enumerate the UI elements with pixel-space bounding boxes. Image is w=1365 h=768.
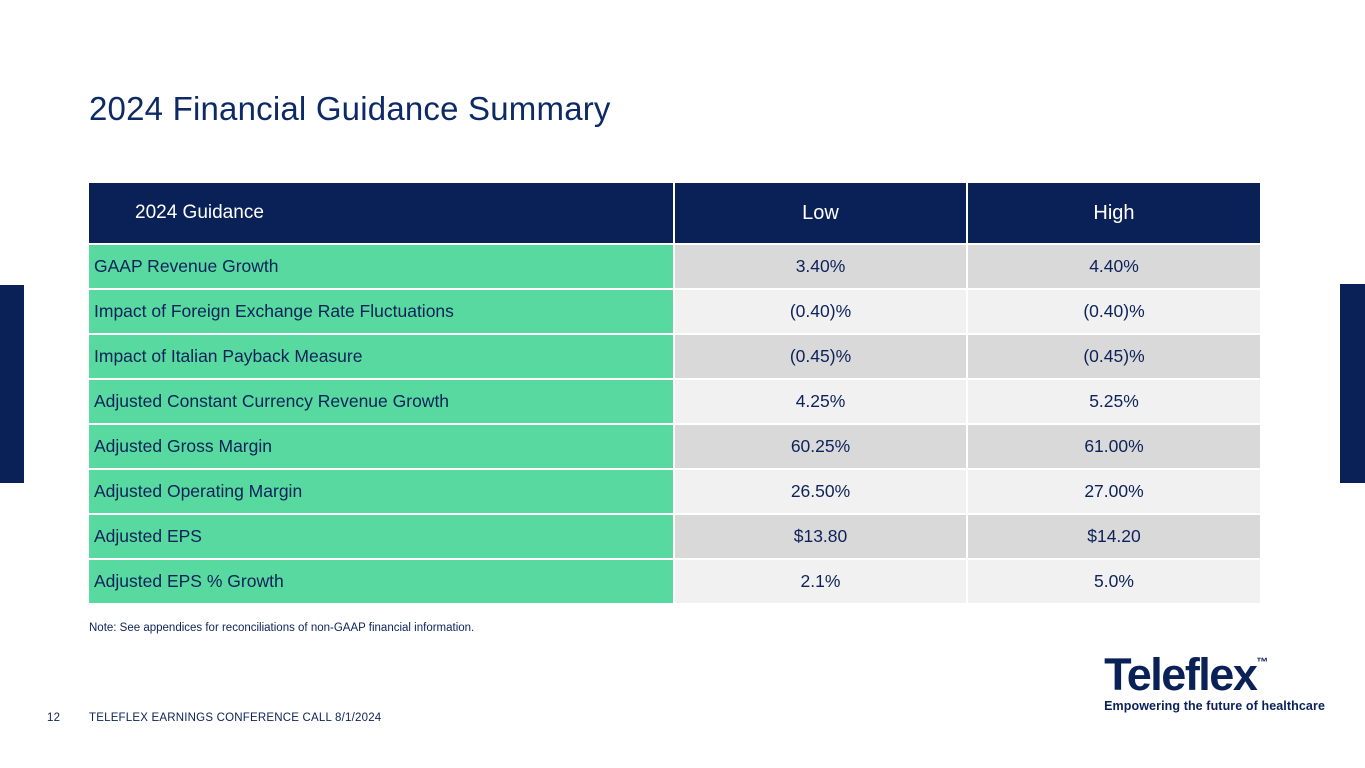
teleflex-logo: Teleflex™ Empowering the future of healt… xyxy=(1104,652,1325,713)
table-body: GAAP Revenue Growth 3.40% 4.40% Impact o… xyxy=(89,245,1260,603)
row-low-value: 3.40% xyxy=(675,245,966,288)
row-label: Adjusted EPS % Growth xyxy=(89,560,673,603)
page-number: 12 xyxy=(47,712,61,724)
row-high-value: 27.00% xyxy=(968,470,1260,513)
row-low-value: (0.40)% xyxy=(675,290,966,333)
row-low-value: 4.25% xyxy=(675,380,966,423)
row-label: Adjusted Operating Margin xyxy=(89,470,673,513)
row-high-value: $14.20 xyxy=(968,515,1260,558)
table-row: Impact of Italian Payback Measure (0.45)… xyxy=(89,335,1260,378)
row-high-value: 5.25% xyxy=(968,380,1260,423)
row-low-value: 60.25% xyxy=(675,425,966,468)
column-header-low: Low xyxy=(675,183,966,243)
row-label: Impact of Italian Payback Measure xyxy=(89,335,673,378)
row-label: GAAP Revenue Growth xyxy=(89,245,673,288)
right-accent-bar xyxy=(1340,284,1365,483)
column-header-guidance: 2024 Guidance xyxy=(89,183,673,243)
table-row: GAAP Revenue Growth 3.40% 4.40% xyxy=(89,245,1260,288)
table-row: Adjusted Operating Margin 26.50% 27.00% xyxy=(89,470,1260,513)
slide-footer: 12 TELEFLEX EARNINGS CONFERENCE CALL 8/1… xyxy=(47,712,381,724)
page-title: 2024 Financial Guidance Summary xyxy=(89,90,611,127)
row-high-value: 5.0% xyxy=(968,560,1260,603)
table-row: Adjusted Constant Currency Revenue Growt… xyxy=(89,380,1260,423)
column-header-high: High xyxy=(968,183,1260,243)
table-row: Adjusted Gross Margin 60.25% 61.00% xyxy=(89,425,1260,468)
row-high-value: (0.45)% xyxy=(968,335,1260,378)
left-accent-bar xyxy=(0,285,24,483)
row-low-value: $13.80 xyxy=(675,515,966,558)
guidance-table: 2024 Guidance Low High GAAP Revenue Grow… xyxy=(89,183,1260,605)
footer-text: TELEFLEX EARNINGS CONFERENCE CALL 8/1/20… xyxy=(89,712,382,724)
row-low-value: (0.45)% xyxy=(675,335,966,378)
row-high-value: 61.00% xyxy=(968,425,1260,468)
row-high-value: (0.40)% xyxy=(968,290,1260,333)
row-label: Adjusted Gross Margin xyxy=(89,425,673,468)
table-row: Adjusted EPS % Growth 2.1% 5.0% xyxy=(89,560,1260,603)
logo-tagline: Empowering the future of healthcare xyxy=(1104,699,1325,713)
footnote: Note: See appendices for reconciliations… xyxy=(89,622,475,634)
teleflex-wordmark: Teleflex™ xyxy=(1104,649,1269,700)
row-low-value: 2.1% xyxy=(675,560,966,603)
table-row: Impact of Foreign Exchange Rate Fluctuat… xyxy=(89,290,1260,333)
trademark-symbol: ™ xyxy=(1256,655,1269,669)
row-label: Impact of Foreign Exchange Rate Fluctuat… xyxy=(89,290,673,333)
row-high-value: 4.40% xyxy=(968,245,1260,288)
row-label: Adjusted Constant Currency Revenue Growt… xyxy=(89,380,673,423)
row-low-value: 26.50% xyxy=(675,470,966,513)
table-header-row: 2024 Guidance Low High xyxy=(89,183,1260,243)
row-label: Adjusted EPS xyxy=(89,515,673,558)
table-row: Adjusted EPS $13.80 $14.20 xyxy=(89,515,1260,558)
